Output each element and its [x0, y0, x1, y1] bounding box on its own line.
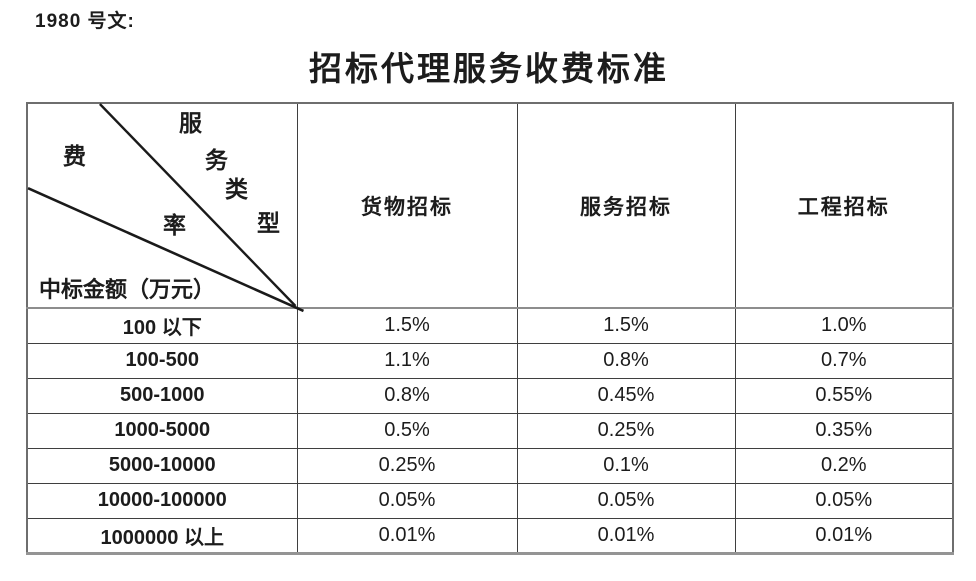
rate-cell-services: 0.1%	[516, 447, 736, 484]
column-header-works-bidding: 工程招标	[734, 102, 954, 309]
page-title: 招标代理服务收费标准	[309, 52, 669, 88]
rate-cell-goods: 1.1%	[296, 342, 518, 379]
row-label-amount-bracket: 5000-10000	[26, 447, 298, 484]
column-header-services-bidding: 服务招标	[516, 102, 736, 309]
corner-label-service-type-char: 型	[257, 211, 280, 236]
rate-cell-services: 0.01%	[516, 517, 736, 554]
table-corner-cell: 服 务 类 型 费 率 中标金额（万元）	[26, 102, 305, 313]
column-header-goods-bidding: 货物招标	[296, 102, 518, 309]
doc-number: 1980 号文:	[35, 11, 135, 32]
row-label-amount-bracket: 100 以下	[26, 307, 298, 344]
rate-cell-services: 1.5%	[516, 307, 736, 344]
rate-cell-goods: 0.5%	[296, 412, 518, 449]
corner-label-fee-rate-char: 率	[163, 213, 186, 238]
rate-cell-services: 0.05%	[516, 482, 736, 519]
row-label-amount-bracket: 1000-5000	[26, 412, 298, 449]
row-label-amount-bracket: 100-500	[26, 342, 298, 379]
corner-label-fee-rate-char: 费	[63, 144, 86, 169]
rate-cell-services: 0.45%	[516, 377, 736, 414]
row-label-amount-bracket: 1000000 以上	[26, 517, 298, 554]
diagonal-divider-lines	[27, 103, 305, 313]
rate-cell-works: 0.35%	[734, 412, 954, 449]
corner-label-service-type-char: 务	[205, 148, 228, 173]
table-row: 1000000 以上 0.01% 0.01% 0.01%	[26, 517, 954, 554]
rate-cell-works: 0.55%	[734, 377, 954, 414]
corner-label-service-type-char: 类	[225, 177, 248, 202]
corner-label-service-type-char: 服	[179, 111, 202, 136]
table-row: 10000-100000 0.05% 0.05% 0.05%	[26, 482, 954, 519]
rate-cell-works: 0.05%	[734, 482, 954, 519]
table-row: 5000-10000 0.25% 0.1% 0.2%	[26, 447, 954, 484]
rate-cell-goods: 0.25%	[296, 447, 518, 484]
row-label-amount-bracket: 500-1000	[26, 377, 298, 414]
rate-cell-goods: 0.8%	[296, 377, 518, 414]
fee-standard-table: 服 务 类 型 费 率 中标金额（万元） 货物招标 服务招标 工程招标 100 …	[26, 102, 954, 555]
rate-cell-goods: 0.01%	[296, 517, 518, 554]
rate-cell-goods: 1.5%	[296, 307, 518, 344]
table-row: 500-1000 0.8% 0.45% 0.55%	[26, 377, 954, 414]
rate-cell-goods: 0.05%	[296, 482, 518, 519]
table-row: 100 以下 1.5% 1.5% 1.0%	[26, 307, 954, 344]
corner-label-bid-amount: 中标金额（万元）	[39, 276, 216, 302]
rate-cell-works: 0.01%	[734, 517, 954, 554]
table-row: 1000-5000 0.5% 0.25% 0.35%	[26, 412, 954, 449]
rate-cell-services: 0.25%	[516, 412, 736, 449]
table-header-row: 服 务 类 型 费 率 中标金额（万元） 货物招标 服务招标 工程招标	[26, 102, 954, 313]
rate-cell-services: 0.8%	[516, 342, 736, 379]
rate-cell-works: 0.2%	[734, 447, 954, 484]
rate-cell-works: 1.0%	[734, 307, 954, 344]
table-row: 100-500 1.1% 0.8% 0.7%	[26, 342, 954, 379]
rate-cell-works: 0.7%	[734, 342, 954, 379]
row-label-amount-bracket: 10000-100000	[26, 482, 298, 519]
